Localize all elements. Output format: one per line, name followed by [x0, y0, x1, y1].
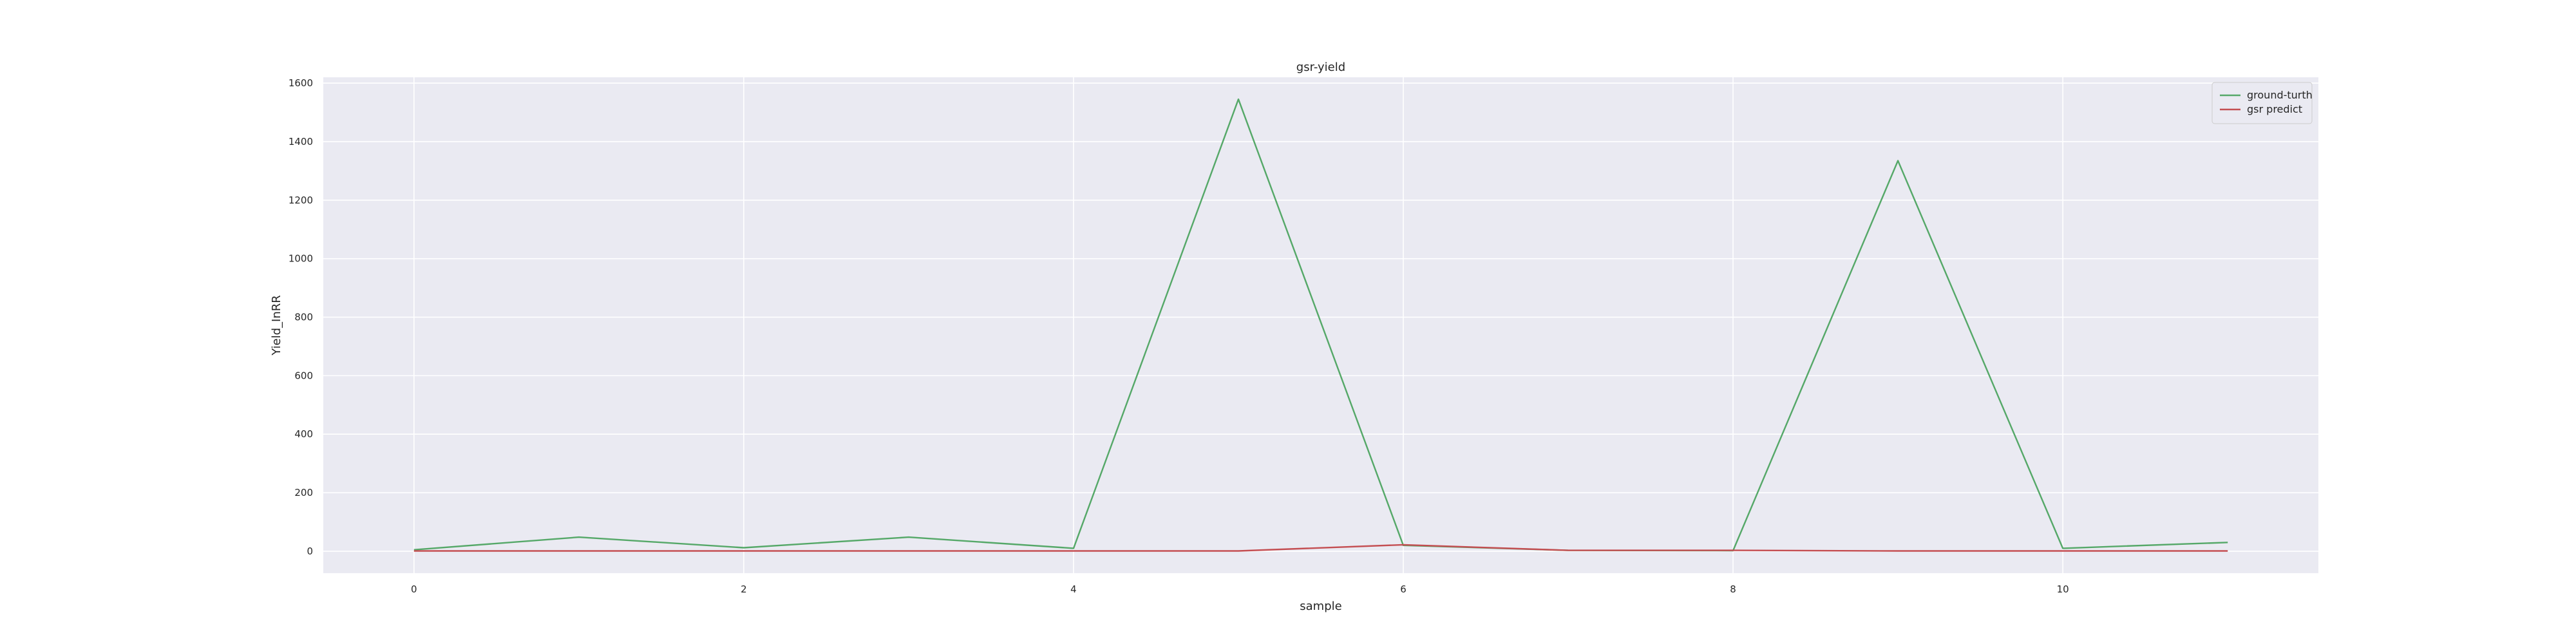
legend-label: gsr predict [2247, 103, 2302, 115]
x-tick-label: 6 [1400, 583, 1406, 595]
y-tick-label: 400 [294, 428, 313, 440]
y-tick-label: 600 [294, 370, 313, 381]
tick-labels: 0 2 4 6 8 10 0 200 400 600 800 1000 1200 1400 1600 [289, 77, 2069, 595]
series-line-ground-turth [413, 98, 2228, 552]
x-tick-label: 0 [411, 583, 417, 595]
y-tick-label: 200 [294, 487, 313, 498]
y-tick-label: 800 [294, 312, 313, 323]
x-tick-label: 4 [1070, 583, 1077, 595]
x-tick-label: 10 [2057, 583, 2069, 595]
legend: ground-turth gsr predict [2211, 82, 2313, 124]
y-tick-label: 0 [307, 545, 313, 557]
grid-lines [323, 77, 2318, 573]
y-tick-label: 1600 [289, 77, 313, 89]
legend-label: ground-turth [2247, 89, 2313, 101]
y-tick-label: 1400 [289, 136, 313, 147]
series-lines [413, 98, 2228, 552]
x-tick-label: 2 [741, 583, 747, 595]
legend-box [2211, 82, 2313, 124]
y-tick-label: 1000 [289, 253, 313, 265]
series-line-gsr-predict [413, 544, 2228, 552]
x-tick-label: 8 [1730, 583, 1736, 595]
plot-background [323, 77, 2318, 573]
x-axis-label: sample [1300, 600, 1341, 613]
y-axis-label: Yield_InRR [270, 295, 283, 356]
y-tick-label: 1200 [289, 194, 313, 206]
chart-title: gsr-yield [1296, 61, 1345, 74]
